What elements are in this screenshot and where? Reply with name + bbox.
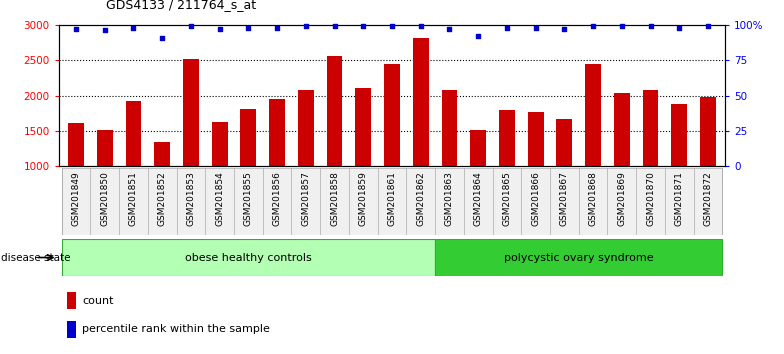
Text: GSM201865: GSM201865	[503, 172, 511, 227]
Text: GSM201863: GSM201863	[445, 172, 454, 227]
Text: GSM201866: GSM201866	[531, 172, 540, 227]
Point	[558, 26, 571, 32]
Text: GSM201872: GSM201872	[703, 172, 713, 226]
Text: disease state: disease state	[1, 252, 71, 263]
Text: GSM201870: GSM201870	[646, 172, 655, 227]
Text: GSM201854: GSM201854	[215, 172, 224, 226]
Bar	[643, 90, 659, 166]
Point	[673, 25, 685, 30]
Bar	[671, 104, 687, 166]
Bar	[499, 110, 515, 166]
Bar	[125, 101, 141, 166]
Text: GSM201851: GSM201851	[129, 172, 138, 227]
Point	[529, 25, 542, 30]
Bar	[384, 64, 400, 166]
Text: GSM201853: GSM201853	[187, 172, 195, 227]
Bar	[585, 64, 601, 166]
Text: GSM201850: GSM201850	[100, 172, 109, 227]
Bar	[435, 239, 722, 276]
Point	[156, 35, 169, 40]
Bar	[68, 123, 84, 166]
Text: GSM201849: GSM201849	[71, 172, 81, 226]
Point	[472, 33, 485, 39]
Text: percentile rank within the sample: percentile rank within the sample	[82, 324, 270, 334]
Point	[127, 25, 140, 30]
Bar	[183, 59, 199, 166]
Bar	[327, 56, 343, 166]
Bar	[97, 130, 113, 166]
Point	[586, 23, 599, 29]
Bar	[528, 112, 543, 166]
Point	[213, 26, 226, 32]
Bar	[355, 88, 371, 166]
Text: GSM201871: GSM201871	[675, 172, 684, 227]
Text: GSM201857: GSM201857	[301, 172, 310, 227]
Bar	[67, 292, 76, 309]
Text: GSM201861: GSM201861	[387, 172, 397, 227]
Bar	[67, 321, 76, 338]
Bar	[614, 93, 630, 166]
Text: GSM201868: GSM201868	[589, 172, 597, 227]
Text: GSM201862: GSM201862	[416, 172, 425, 226]
Point	[99, 28, 111, 33]
Point	[386, 23, 398, 29]
Text: GSM201867: GSM201867	[560, 172, 569, 227]
Bar	[470, 130, 486, 166]
Bar	[557, 119, 572, 166]
Text: GSM201864: GSM201864	[474, 172, 483, 226]
Bar	[62, 239, 435, 276]
Point	[501, 25, 514, 30]
Text: polycystic ovary syndrome: polycystic ovary syndrome	[504, 252, 654, 263]
Point	[615, 23, 628, 29]
Bar	[269, 99, 285, 166]
Text: GSM201855: GSM201855	[244, 172, 253, 227]
Point	[443, 26, 456, 32]
Bar	[700, 97, 716, 166]
Text: GSM201859: GSM201859	[359, 172, 368, 227]
Bar	[154, 142, 170, 166]
Text: count: count	[82, 296, 114, 306]
Text: GSM201856: GSM201856	[273, 172, 281, 227]
Point	[242, 25, 255, 30]
Point	[357, 23, 369, 29]
Text: GSM201852: GSM201852	[158, 172, 167, 226]
Point	[270, 25, 283, 30]
Point	[702, 23, 714, 29]
Point	[644, 23, 657, 29]
Point	[185, 23, 198, 29]
Text: GSM201858: GSM201858	[330, 172, 339, 227]
Point	[70, 26, 82, 32]
Bar	[241, 109, 256, 166]
Bar	[413, 38, 429, 166]
Text: GSM201869: GSM201869	[617, 172, 626, 227]
Bar	[441, 90, 457, 166]
Point	[328, 23, 341, 29]
Text: obese healthy controls: obese healthy controls	[185, 252, 312, 263]
Point	[415, 23, 427, 29]
Text: GDS4133 / 211764_s_at: GDS4133 / 211764_s_at	[106, 0, 256, 11]
Point	[299, 23, 312, 29]
Bar	[298, 90, 314, 166]
Bar	[212, 122, 227, 166]
